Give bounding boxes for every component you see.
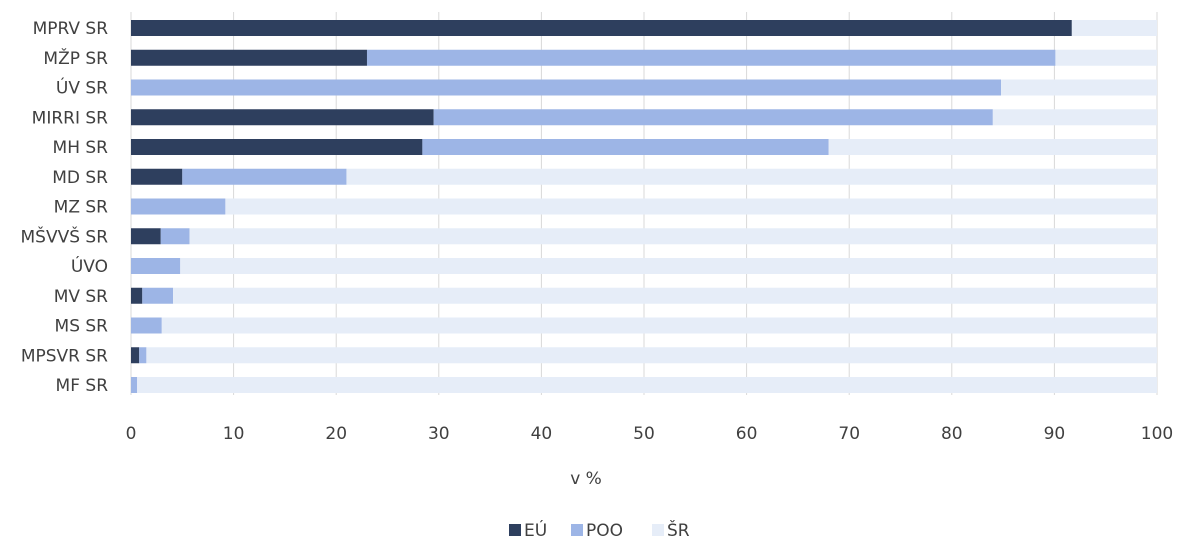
bar-segment — [131, 287, 143, 304]
legend-swatch — [571, 524, 583, 536]
bar-segment — [161, 317, 1157, 334]
legend-swatch — [509, 524, 521, 536]
bar-segment — [131, 49, 367, 66]
category-label: MD SR — [52, 168, 108, 188]
x-tick-label: 60 — [736, 424, 758, 444]
bar-segment — [1001, 79, 1157, 96]
bar-segment — [160, 228, 190, 245]
category-label: ÚV SR — [56, 77, 108, 99]
category-label: MŠVVŠ SR — [20, 225, 108, 247]
bar-segment — [422, 139, 829, 155]
category-label: MZ SR — [54, 198, 109, 218]
legend: EÚ POO ŠR — [509, 519, 690, 540]
bar-segment — [189, 228, 1157, 245]
bar-segment — [366, 49, 1056, 66]
x-axis-title: v % — [570, 469, 602, 489]
category-label: ÚVO — [71, 255, 108, 277]
legend-label: POO — [586, 521, 623, 540]
bar-segment — [433, 109, 993, 126]
x-tick-label: 0 — [126, 424, 137, 444]
x-tick-label: 50 — [633, 424, 655, 444]
x-tick-label: 80 — [941, 424, 963, 444]
category-label: MPSVR SR — [21, 346, 108, 366]
category-label: MH SR — [53, 138, 109, 158]
bar-segment — [1071, 20, 1157, 36]
bar-segment — [173, 287, 1158, 304]
bar-segment — [131, 228, 161, 245]
x-tick-label: 20 — [325, 424, 347, 444]
bars — [131, 20, 1158, 393]
bar-segment — [346, 168, 1158, 185]
bar-segment — [131, 317, 162, 334]
category-label: MIRRI SR — [32, 108, 109, 128]
x-tick-label: 10 — [223, 424, 245, 444]
bar-segment — [137, 377, 1157, 393]
category-label: MPRV SR — [33, 19, 109, 39]
bar-segment — [131, 20, 1072, 36]
bar-segment — [131, 377, 138, 393]
bar-segment — [131, 347, 140, 364]
legend-label: EÚ — [524, 519, 547, 540]
x-tick-label: 30 — [428, 424, 450, 444]
bar-segment — [146, 347, 1157, 364]
category-label: MS SR — [55, 317, 109, 337]
category-label: MF SR — [56, 376, 109, 396]
bar-segment — [182, 168, 347, 185]
bar-segment — [131, 139, 423, 155]
category-labels: MPRV SR MŽP SR ÚV SR MIRRI SR MH SR MD SR MZ S… — [20, 19, 108, 396]
x-tick-label: 70 — [838, 424, 860, 444]
bar-segment — [1055, 49, 1157, 66]
category-label: MV SR — [54, 287, 108, 307]
bar-segment — [131, 109, 434, 126]
x-tick-label: 40 — [531, 424, 553, 444]
legend-label: ŠR — [667, 519, 690, 540]
bar-segment — [131, 168, 183, 185]
bar-segment — [131, 198, 226, 215]
legend-swatch — [652, 524, 664, 536]
x-tick-labels: 0 10 20 30 40 50 60 70 80 90 100 — [126, 424, 1174, 444]
category-label: MŽP SR — [43, 47, 108, 69]
bar-segment — [225, 198, 1158, 215]
bar-segment — [142, 287, 174, 304]
x-tick-label: 100 — [1141, 424, 1173, 444]
bar-segment — [992, 109, 1157, 126]
bar-segment — [131, 79, 1002, 96]
bar-segment — [180, 258, 1158, 274]
bar-segment — [131, 258, 181, 274]
bar-segment — [828, 139, 1157, 155]
bar-segment — [139, 347, 147, 364]
x-tick-label: 90 — [1044, 424, 1066, 444]
